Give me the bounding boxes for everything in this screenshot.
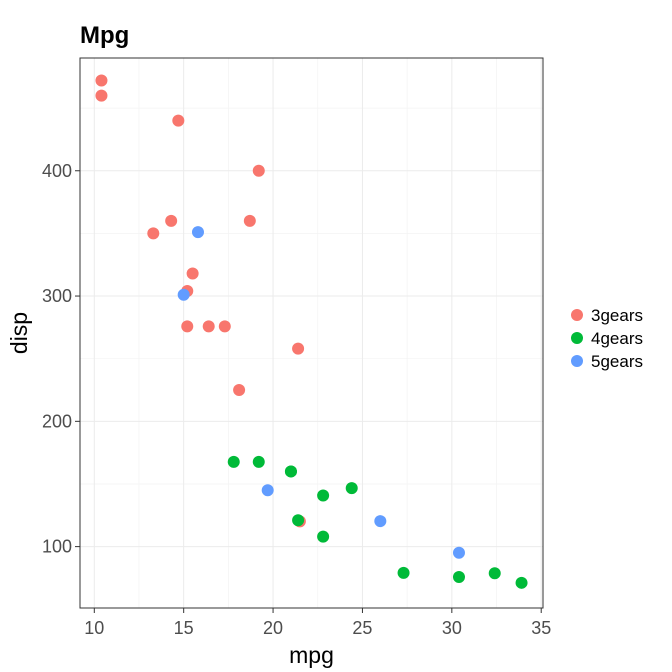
- y-axis-label: disp: [6, 312, 32, 354]
- data-point: [261, 484, 274, 497]
- data-point: [177, 288, 190, 301]
- data-point: [452, 546, 465, 559]
- grid-lines: [80, 58, 543, 608]
- legend: 3gears 4gears 5gears: [571, 306, 643, 371]
- legend-key: [571, 355, 583, 367]
- data-point: [397, 566, 410, 579]
- y-tick-label: 300: [42, 286, 72, 306]
- data-point: [317, 530, 330, 543]
- data-point: [284, 465, 297, 478]
- y-tick-label: 100: [42, 537, 72, 557]
- data-point: [95, 89, 108, 102]
- data-point: [317, 489, 330, 502]
- data-point: [292, 514, 305, 527]
- data-point: [233, 384, 246, 397]
- data-point: [515, 576, 528, 589]
- legend-label: 3gears: [591, 306, 643, 325]
- y-axis: 100 200 300 400: [42, 161, 80, 557]
- data-point: [227, 455, 240, 468]
- data-point: [186, 267, 199, 280]
- data-point: [345, 482, 358, 495]
- data-point: [252, 455, 265, 468]
- data-point: [191, 226, 204, 239]
- data-point: [292, 342, 305, 355]
- data-point: [452, 571, 465, 584]
- x-axis-label: mpg: [289, 642, 334, 668]
- data-point: [218, 320, 231, 333]
- data-point: [181, 320, 194, 333]
- x-tick-label: 30: [442, 618, 462, 638]
- chart-title: Mpg: [80, 22, 129, 49]
- y-tick-label: 400: [42, 161, 72, 181]
- x-tick-label: 10: [84, 618, 104, 638]
- x-tick-label: 15: [174, 618, 194, 638]
- data-point: [165, 214, 178, 227]
- plot-panel: [79, 57, 544, 609]
- data-point: [172, 114, 185, 127]
- data-point: [374, 515, 387, 528]
- x-tick-label: 35: [531, 618, 551, 638]
- data-point: [95, 74, 108, 87]
- data-point: [252, 164, 265, 177]
- x-tick-label: 20: [263, 618, 283, 638]
- x-tick-label: 25: [352, 618, 372, 638]
- x-axis: 10 15 20 25 30 35: [84, 608, 551, 638]
- data-point: [202, 320, 215, 333]
- data-point: [147, 227, 160, 240]
- legend-key: [571, 332, 583, 344]
- data-point: [243, 214, 256, 227]
- data-point: [488, 567, 501, 580]
- y-tick-label: 200: [42, 411, 72, 431]
- data-points: [95, 74, 528, 589]
- legend-label: 5gears: [591, 352, 643, 371]
- legend-key: [571, 309, 583, 321]
- legend-label: 4gears: [591, 329, 643, 348]
